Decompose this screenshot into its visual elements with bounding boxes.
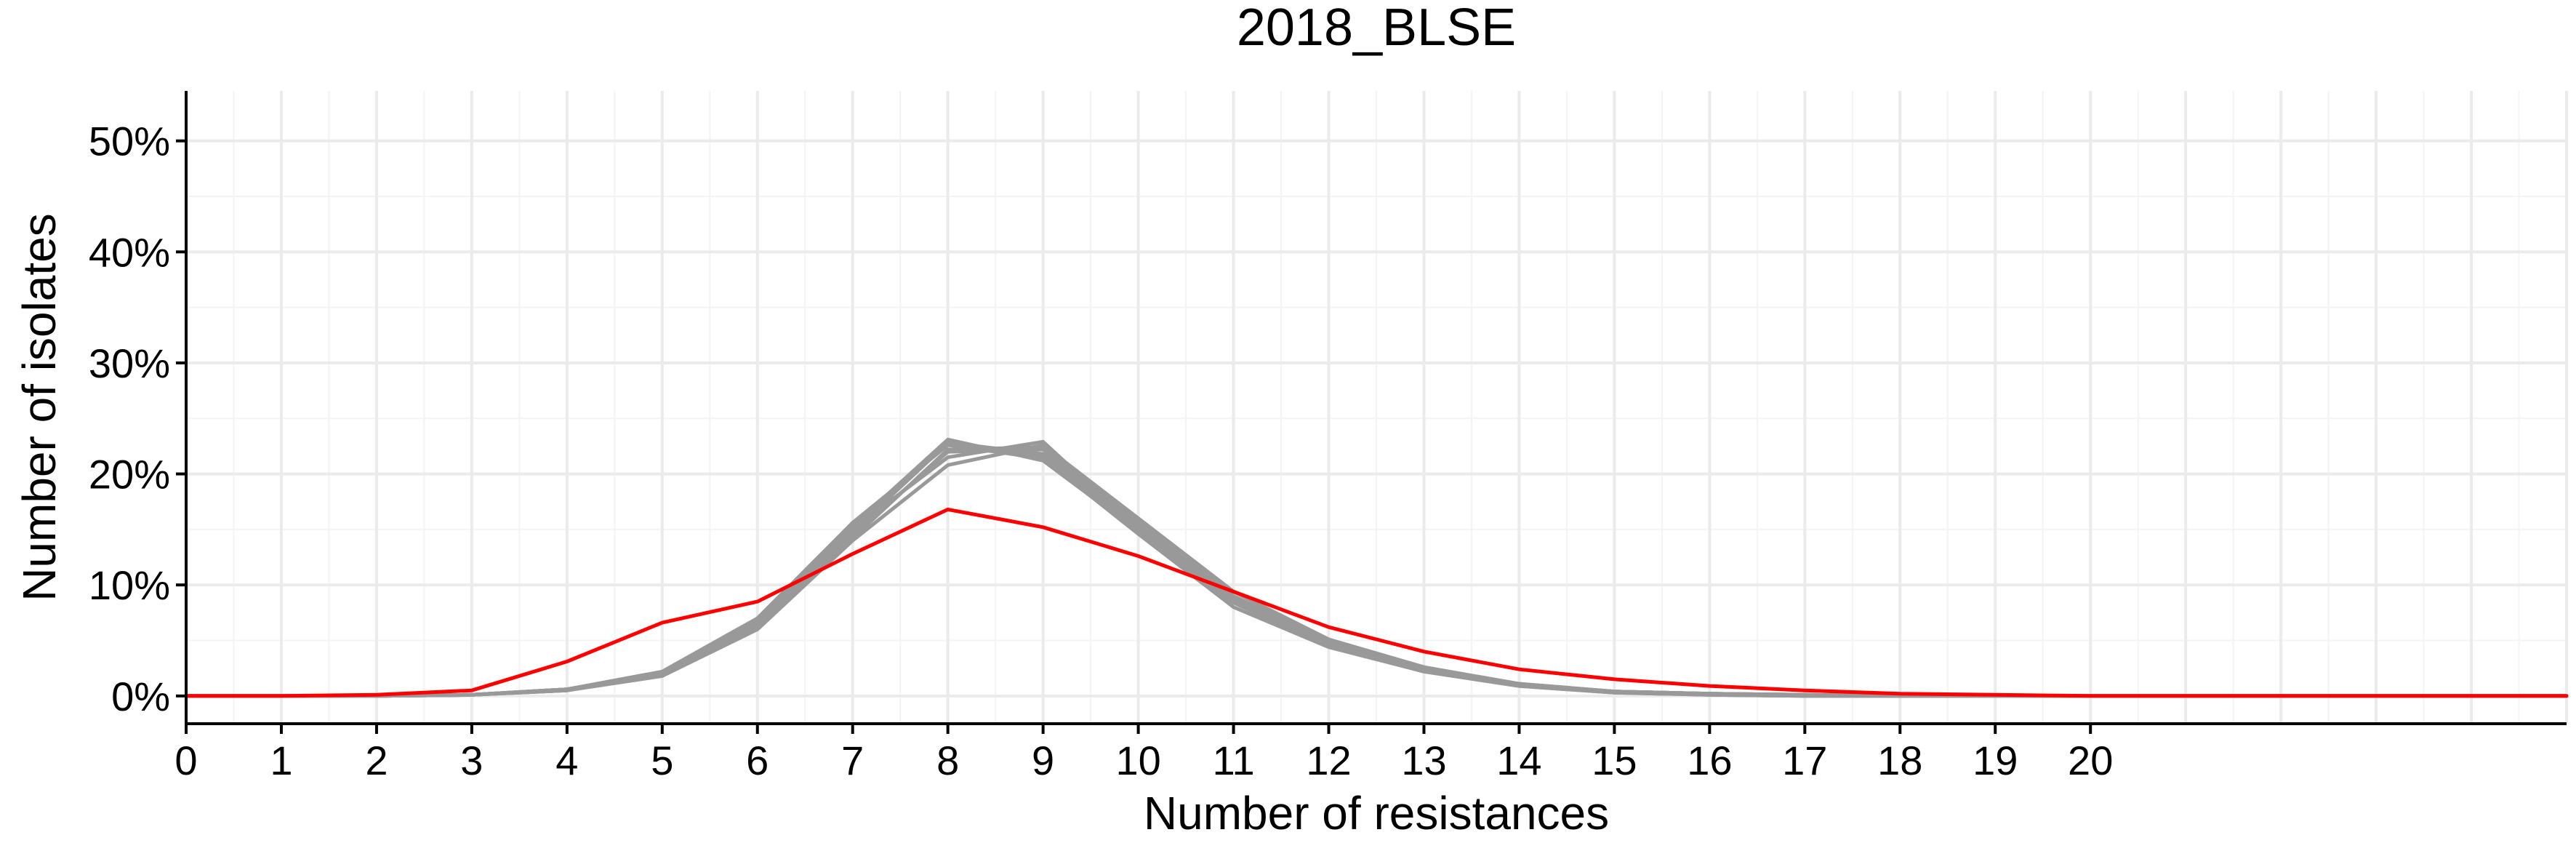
y-tick-label: 40%: [89, 229, 170, 275]
x-tick-label: 9: [1032, 738, 1054, 783]
x-tick-label: 4: [555, 738, 578, 783]
x-tick-label: 6: [746, 738, 769, 783]
x-tick-label: 13: [1401, 738, 1446, 783]
x-tick-label: 19: [1973, 738, 2018, 783]
chart-title: 2018_BLSE: [1237, 0, 1516, 57]
x-tick-label: 12: [1306, 738, 1351, 783]
x-tick-label: 0: [174, 738, 197, 783]
x-tick-label: 18: [1877, 738, 1922, 783]
x-axis-label: Number of resistances: [1144, 787, 1609, 839]
x-tick-label: 8: [936, 738, 959, 783]
x-tick-label: 10: [1115, 738, 1160, 783]
x-tick-label: 16: [1687, 738, 1732, 783]
grid: [185, 91, 2568, 724]
x-tick-label: 3: [460, 738, 483, 783]
x-tick-label: 17: [1782, 738, 1827, 783]
y-tick-label: 30%: [89, 340, 170, 386]
x-tick-label: 11: [1212, 738, 1254, 783]
observed-series-line: [184, 507, 2569, 698]
y-tick-label: 10%: [89, 562, 170, 608]
y-axis-label: Number of isolates: [13, 213, 65, 602]
x-tick-label: 7: [841, 738, 864, 783]
x-tick-label: 1: [270, 738, 292, 783]
x-tick-label: 20: [2068, 738, 2113, 783]
x-tick-label: 2: [365, 738, 388, 783]
y-tick-label: 20%: [89, 452, 170, 498]
ticks: 0 1 2 3 4 5 6 7 8 9 10 11 12 13 14 15 16 17 18 19 200%10%20%…: [89, 119, 2113, 783]
y-tick-label: 50%: [89, 119, 170, 164]
y-tick-label: 0%: [111, 674, 170, 719]
x-tick-label: 15: [1592, 738, 1637, 783]
x-tick-label: 14: [1496, 738, 1541, 783]
x-tick-label: 5: [651, 738, 673, 783]
series-layer: [184, 437, 2569, 698]
axes: [185, 91, 2567, 725]
